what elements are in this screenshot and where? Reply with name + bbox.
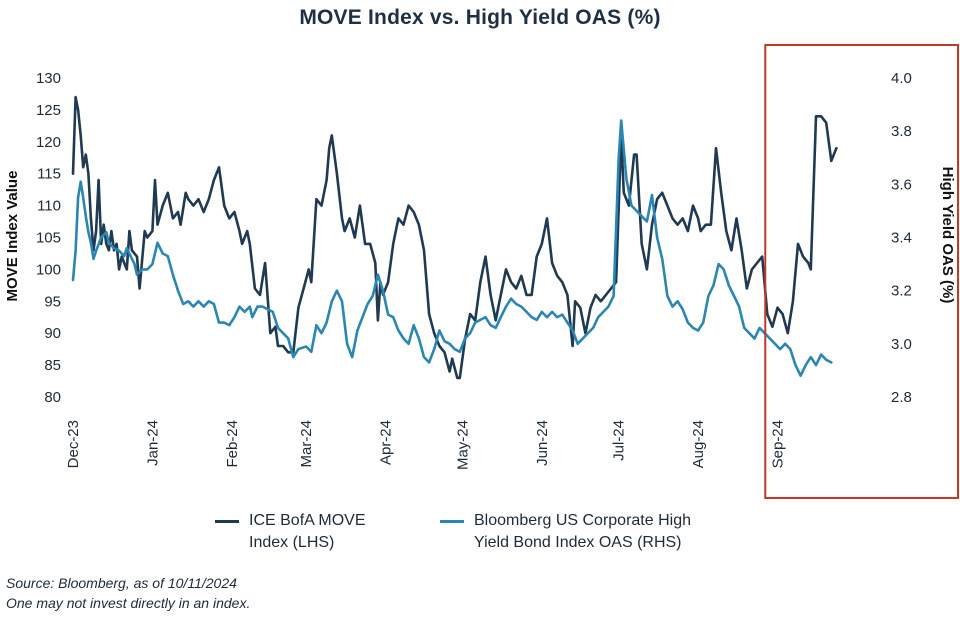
right-axis: 2.8 3.0 3.2 3.4 3.6 3.8 4.0 bbox=[891, 70, 912, 406]
y-tick-label-right: 3.0 bbox=[891, 336, 912, 353]
y-tick-label-left: 85 bbox=[44, 357, 61, 374]
y-tick-label-right: 3.8 bbox=[891, 123, 912, 140]
x-tick-label: May-24 bbox=[454, 420, 471, 470]
y-axis-label-right: High Yield OAS (%) bbox=[939, 167, 956, 304]
legend-item-move: ICE BofA MOVE Index (LHS) bbox=[215, 510, 405, 554]
y-tick-label-left: 120 bbox=[36, 134, 61, 151]
legend-label-hy-line2: Yield Bond Index OAS (RHS) bbox=[474, 534, 682, 551]
y-tick-label-right: 3.2 bbox=[891, 283, 912, 300]
footnote-disclaimer: One may not invest directly in an index. bbox=[6, 595, 251, 611]
y-tick-label-left: 80 bbox=[44, 389, 61, 406]
x-tick-label: Sep-24 bbox=[770, 420, 787, 468]
legend-label-hy-line1: Bloomberg US Corporate High bbox=[474, 512, 691, 529]
x-tick-label: Aug-24 bbox=[690, 420, 707, 468]
y-tick-label-left: 125 bbox=[36, 102, 61, 119]
x-tick-label: Jun-24 bbox=[534, 420, 551, 466]
x-tick-label: Feb-24 bbox=[224, 420, 241, 468]
legend-swatch-hy-oas bbox=[440, 520, 464, 523]
x-tick-label: Apr-24 bbox=[378, 420, 395, 465]
series-layer bbox=[71, 95, 838, 380]
x-tick-label: Jan-24 bbox=[144, 420, 161, 466]
chart-title: MOVE Index vs. High Yield OAS (%) bbox=[299, 6, 661, 29]
legend-item-hy-oas: Bloomberg US Corporate High Yield Bond I… bbox=[440, 510, 760, 554]
x-tick-label: Dec-23 bbox=[65, 420, 82, 468]
y-tick-label-right: 3.4 bbox=[891, 230, 912, 247]
y-tick-label-left: 90 bbox=[44, 325, 61, 342]
legend-swatch-move bbox=[215, 520, 239, 523]
x-axis: Dec-23 Jan-24 Feb-24 Mar-24 Apr-24 May-24 Jun-… bbox=[65, 420, 787, 470]
legend-label-move: ICE BofA MOVE Index (LHS) bbox=[249, 510, 365, 554]
x-tick-label: Jul-24 bbox=[611, 420, 628, 461]
legend-label-move-line1: ICE BofA MOVE bbox=[249, 512, 366, 529]
y-axis-label-left: MOVE Index Value bbox=[4, 171, 21, 302]
x-tick-label: Mar-24 bbox=[298, 420, 315, 468]
y-tick-label-left: 100 bbox=[36, 261, 61, 278]
footnote-source: Source: Bloomberg, as of 10/11/2024 bbox=[6, 575, 237, 591]
y-tick-label-right: 2.8 bbox=[891, 389, 912, 406]
y-tick-label-right: 3.6 bbox=[891, 176, 912, 193]
y-tick-label-left: 130 bbox=[36, 70, 61, 87]
legend-label-move-line2: Index (LHS) bbox=[249, 534, 335, 551]
legend-label-hy-oas: Bloomberg US Corporate High Yield Bond I… bbox=[474, 510, 691, 554]
y-tick-label-left: 115 bbox=[37, 166, 61, 183]
y-tick-label-right: 4.0 bbox=[891, 70, 912, 87]
y-tick-label-left: 95 bbox=[44, 293, 61, 310]
y-tick-label-left: 110 bbox=[37, 198, 61, 215]
move-index-line bbox=[71, 95, 838, 380]
left-axis: 80 85 90 95 100 105 110 115 120 125 130 bbox=[36, 70, 61, 406]
y-tick-label-left: 105 bbox=[36, 230, 61, 247]
hy-oas-line bbox=[71, 119, 833, 377]
highlight-box bbox=[764, 44, 959, 499]
